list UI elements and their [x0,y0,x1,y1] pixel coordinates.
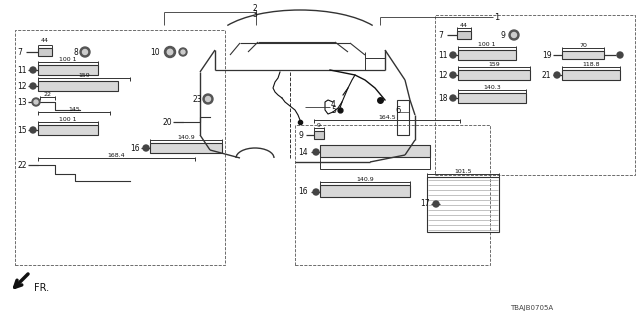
Circle shape [167,49,173,55]
Bar [38,125,98,135]
Text: 16: 16 [298,188,308,196]
Text: 18: 18 [438,93,447,102]
Text: 22: 22 [43,92,51,97]
Text: 164.5: 164.5 [378,115,396,119]
Text: 100 1: 100 1 [478,42,496,46]
Bar [435,15,635,175]
Text: 22: 22 [17,161,26,170]
Text: 7: 7 [17,47,22,57]
Circle shape [313,149,319,155]
Bar [427,177,499,232]
Text: 168.4: 168.4 [107,153,125,157]
Bar [15,30,225,265]
Text: 13: 13 [17,98,27,107]
Circle shape [509,30,519,40]
Text: 11: 11 [438,51,447,60]
Bar [397,100,409,135]
Circle shape [450,95,456,101]
Circle shape [83,50,88,54]
Text: 9: 9 [500,30,505,39]
Circle shape [30,83,36,89]
Bar [457,31,471,39]
Text: 44: 44 [41,38,49,43]
Text: 10: 10 [150,47,159,57]
Text: 12: 12 [17,82,26,91]
Text: 118.8: 118.8 [582,61,600,67]
Text: 11: 11 [17,66,26,75]
Text: 145: 145 [68,107,80,111]
Bar [38,48,52,56]
Text: 140.3: 140.3 [483,84,501,90]
Bar [320,145,430,157]
Text: 14: 14 [298,148,308,156]
Circle shape [450,52,456,58]
Circle shape [313,189,319,195]
Text: 70: 70 [579,43,587,47]
Bar [458,70,530,80]
Circle shape [143,145,149,151]
Text: 159: 159 [78,73,90,77]
Circle shape [32,98,40,106]
Text: 12: 12 [438,70,447,79]
Text: 1: 1 [494,12,499,21]
Circle shape [433,201,439,207]
Circle shape [34,100,38,104]
Text: 16: 16 [130,143,140,153]
Text: 21: 21 [542,70,552,79]
Text: 6: 6 [395,106,401,115]
Bar [38,65,98,75]
Circle shape [164,46,175,58]
Text: 7: 7 [438,30,443,39]
Text: 140.9: 140.9 [356,177,374,181]
Text: 100 1: 100 1 [60,57,77,61]
Text: 20: 20 [162,117,172,126]
Text: TBAJB0705A: TBAJB0705A [510,305,553,311]
Bar [38,81,118,91]
Bar [562,51,604,59]
Bar [320,145,430,169]
Text: 140.9: 140.9 [177,134,195,140]
Circle shape [554,72,560,78]
Text: 4: 4 [331,100,336,108]
Circle shape [80,47,90,57]
Circle shape [30,67,36,73]
Text: 159: 159 [488,61,500,67]
Bar [562,70,620,80]
Text: 19: 19 [542,51,552,60]
Text: 9: 9 [298,131,303,140]
Circle shape [450,72,456,78]
Text: 23: 23 [192,94,202,103]
Circle shape [205,97,211,101]
Text: 2: 2 [253,4,257,12]
Text: 100 1: 100 1 [60,116,77,122]
Text: 8: 8 [73,47,77,57]
Bar [458,50,516,60]
Circle shape [30,127,36,133]
Text: 15: 15 [17,125,27,134]
Circle shape [179,48,187,56]
Circle shape [511,33,516,37]
Text: 5: 5 [331,106,336,115]
Text: 101.5: 101.5 [454,169,472,173]
Bar [295,125,490,265]
Text: 9: 9 [317,123,321,127]
Text: 3: 3 [253,10,257,19]
Bar [320,185,410,197]
Bar [314,131,324,139]
Text: 44: 44 [460,22,468,28]
Text: FR.: FR. [34,283,49,293]
Circle shape [181,50,185,54]
Bar [458,93,526,103]
Text: 17: 17 [420,199,429,209]
Circle shape [203,94,213,104]
Bar [150,143,222,153]
Circle shape [617,52,623,58]
